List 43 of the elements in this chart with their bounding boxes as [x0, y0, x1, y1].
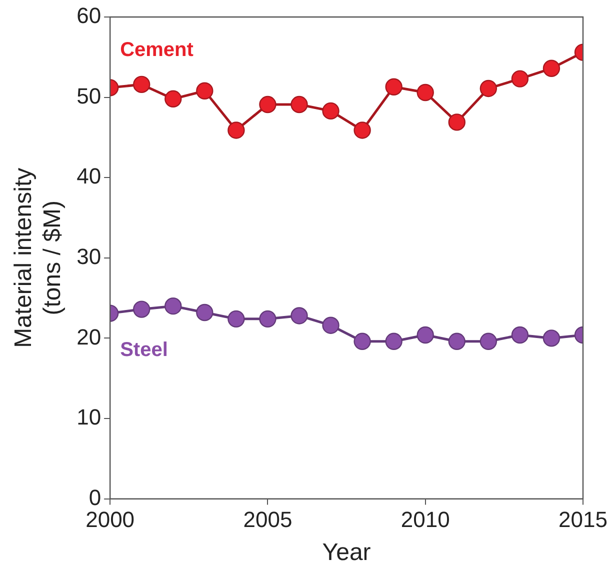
point [164, 297, 182, 315]
point [542, 60, 560, 77]
point [416, 326, 434, 344]
y-tick-label: 60 [76, 3, 102, 28]
point [542, 330, 560, 347]
point [228, 122, 245, 139]
point [480, 332, 498, 350]
point [164, 90, 182, 108]
x-tick-label: 2005 [243, 507, 292, 532]
point [322, 102, 340, 120]
x-tick-label: 2015 [558, 507, 608, 532]
point [416, 84, 434, 102]
y-tick-label: 0 [88, 484, 102, 510]
point [354, 332, 371, 350]
point [448, 114, 466, 131]
point [511, 326, 529, 344]
point [354, 122, 371, 139]
point [196, 304, 214, 322]
x-tick-label: 2000 [86, 507, 135, 532]
y-tick-label: 10 [76, 404, 102, 430]
y-tick-label: 50 [76, 83, 102, 108]
series-label: Steel [120, 338, 168, 361]
point [259, 310, 276, 328]
y-tick-label: 40 [76, 164, 102, 189]
point [133, 300, 150, 318]
point [228, 310, 245, 328]
point [480, 80, 498, 98]
series-label: Cement [120, 39, 194, 62]
point [511, 70, 529, 88]
point [196, 82, 214, 100]
x-tick-label: 2010 [400, 507, 450, 532]
y-axis-title: Material intensity (tons / $M) [10, 168, 66, 348]
point [259, 96, 276, 114]
point [133, 76, 150, 94]
point [290, 96, 308, 114]
point [385, 78, 402, 96]
point [448, 332, 466, 350]
y-tick-label: 20 [76, 324, 102, 350]
point [322, 316, 340, 334]
y-tick-label: 30 [76, 244, 102, 269]
x-axis-title: Year [322, 539, 371, 566]
point [385, 332, 402, 350]
point [290, 307, 308, 324]
